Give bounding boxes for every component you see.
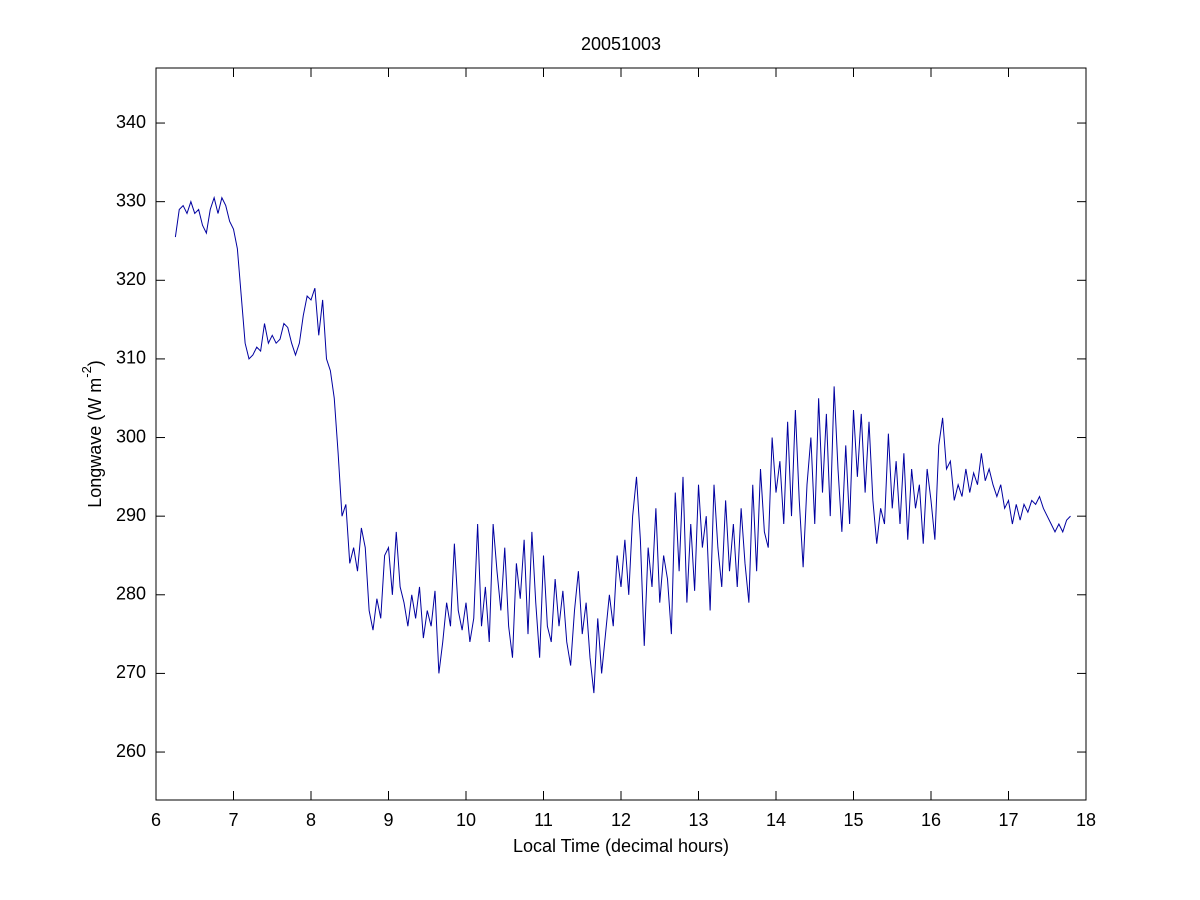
y-tick-label: 310 [116,348,146,368]
y-axis-label: Longwave (W m-2) [79,360,104,508]
x-tick-label: 10 [456,810,476,830]
x-tick-label: 16 [921,810,941,830]
y-tick-label: 330 [116,190,146,210]
y-label-text: Longwave (W m [85,378,105,508]
x-tick-label: 17 [998,810,1018,830]
x-tick-label: 12 [611,810,631,830]
x-tick-label: 9 [383,810,393,830]
chart-title: 20051003 [581,34,661,54]
x-tick-label: 18 [1076,810,1096,830]
y-tick-label: 280 [116,584,146,604]
y-label-suffix: ) [85,360,105,366]
x-tick-label: 6 [151,810,161,830]
x-tick-label: 7 [228,810,238,830]
x-tick-label: 14 [766,810,786,830]
x-tick-label: 8 [306,810,316,830]
y-tick-label: 290 [116,505,146,525]
y-tick-label: 300 [116,426,146,446]
plot-frame [155,67,1087,801]
y-tick-label: 270 [116,662,146,682]
data-line [174,195,1071,694]
y-label-superscript: -2 [79,366,94,378]
x-axis-label: Local Time (decimal hours) [513,836,729,856]
x-tick-label: 13 [688,810,708,830]
y-tick-label: 320 [116,269,146,289]
x-tick-label: 15 [843,810,863,830]
x-tick-label: 11 [534,810,553,830]
y-tick-label: 260 [116,741,146,761]
y-tick-label: 340 [116,112,146,132]
